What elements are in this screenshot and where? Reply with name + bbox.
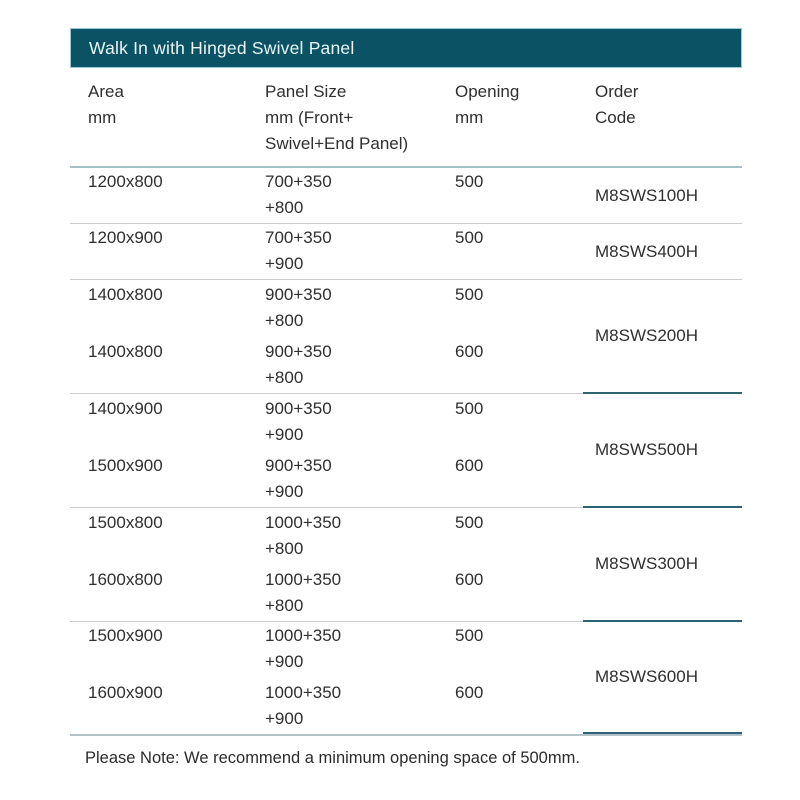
header-order-line1: Order	[595, 82, 639, 101]
area-cell: 1500x800	[88, 512, 163, 532]
panel-size-line2: +800	[265, 367, 304, 387]
opening-cell: 600	[455, 455, 484, 475]
header-panel-size: Panel Size mm (Front+ Swivel+End Panel)	[247, 79, 437, 157]
panel-size-line1: 700+350	[265, 172, 332, 191]
table-row: 1400x900 900+350 +900 500	[70, 396, 583, 448]
panel-size-line1: 900+350	[265, 284, 332, 304]
header-opening-line2: mm	[455, 108, 484, 127]
order-code-cell: M8SWS100H	[595, 185, 698, 205]
header-area: Area mm	[70, 79, 247, 157]
group-rows: 1400x800 900+350 +800 500 1400x800 900+3…	[70, 280, 583, 394]
panel-size-line1: 1000+350	[265, 512, 342, 532]
area-cell: 1400x800	[88, 341, 163, 361]
group-rows: 1400x900 900+350 +900 500 1500x900 900+3…	[70, 394, 583, 508]
opening-cell: 500	[455, 228, 484, 247]
order-code-cell: M8SWS500H	[583, 394, 742, 508]
panel-size-line2: +800	[265, 310, 304, 330]
panel-size-line2: +900	[265, 709, 304, 728]
header-panel-line3: Swivel+End Panel)	[265, 134, 409, 153]
panel-size-cell: 1000+350 +800	[247, 510, 437, 562]
header-opening-line1: Opening	[455, 82, 520, 101]
header-left-columns: Area mm Panel Size mm (Front+ Swivel+End…	[70, 79, 583, 157]
table-row: 1500x900 900+350 +900 600	[70, 453, 583, 505]
table-header-row: Area mm Panel Size mm (Front+ Swivel+End…	[70, 68, 742, 168]
order-code-cell: M8SWS400H	[595, 241, 698, 261]
panel-size-line1: 1000+350	[265, 626, 342, 645]
area-cell: 1400x800	[88, 284, 163, 304]
table-row-group: 1500x900 1000+350 +900 500 1600x900 1000…	[70, 622, 742, 736]
group-rows: 1200x800 700+350 +800 500	[70, 168, 583, 223]
panel-size-line1: 1000+350	[265, 683, 342, 702]
panel-size-cell: 1000+350 +900	[247, 680, 437, 732]
header-order-line2: Code	[595, 108, 636, 127]
panel-size-cell: 700+350 +800	[247, 169, 437, 221]
panel-size-cell: 900+350 +900	[247, 453, 437, 505]
panel-size-cell: 1000+350 +900	[247, 623, 437, 675]
header-area-line1: Area	[88, 82, 124, 101]
opening-cell: 500	[455, 398, 484, 418]
table-row: 1400x800 900+350 +800 600	[70, 339, 583, 391]
header-panel-line2: mm (Front+	[265, 108, 354, 127]
panel-size-line1: 900+350	[265, 455, 332, 475]
opening-cell: 500	[455, 172, 484, 191]
panel-size-line2: +900	[265, 424, 304, 444]
table-row-group: 1400x900 900+350 +900 500 1500x900 900+3…	[70, 394, 742, 508]
opening-cell: 600	[455, 341, 484, 361]
group-rows: 1500x800 1000+350 +800 500 1600x800 1000…	[70, 508, 583, 622]
table-row-group: 1500x800 1000+350 +800 500 1600x800 1000…	[70, 508, 742, 622]
table-row: 1600x800 1000+350 +800 600	[70, 567, 583, 619]
panel-size-line1: 1000+350	[265, 569, 342, 589]
panel-size-cell: 900+350 +800	[247, 339, 437, 391]
panel-size-cell: 700+350 +900	[247, 225, 437, 277]
area-cell: 1400x900	[88, 398, 163, 418]
panel-size-cell: 900+350 +800	[247, 282, 437, 334]
table-title: Walk In with Hinged Swivel Panel	[89, 37, 355, 58]
panel-size-cell: 900+350 +900	[247, 396, 437, 448]
header-area-line2: mm	[88, 108, 117, 127]
panel-size-line2: +900	[265, 481, 304, 501]
panel-size-line1: 900+350	[265, 398, 332, 418]
area-cell: 1600x800	[88, 569, 163, 589]
panel-size-line2: +800	[265, 198, 304, 217]
header-panel-line1: Panel Size	[265, 82, 347, 101]
opening-cell: 600	[455, 569, 484, 589]
opening-cell: 600	[455, 683, 484, 702]
area-cell: 1600x900	[88, 683, 163, 702]
area-cell: 1500x900	[88, 455, 163, 475]
table-row: 1200x900 700+350 +900 500	[70, 225, 583, 277]
panel-size-line2: +800	[265, 595, 304, 615]
table-row: 1500x900 1000+350 +900 500	[70, 623, 583, 675]
group-rows: 1500x900 1000+350 +900 500 1600x900 1000…	[70, 622, 583, 734]
table-row: 1500x800 1000+350 +800 500	[70, 510, 583, 562]
opening-cell: 500	[455, 284, 484, 304]
table-row: 1400x800 900+350 +800 500	[70, 282, 583, 334]
area-cell: 1200x900	[88, 228, 163, 247]
panel-size-line2: +800	[265, 538, 304, 558]
panel-size-line2: +900	[265, 254, 304, 273]
table-row: 1600x900 1000+350 +900 600	[70, 680, 583, 732]
panel-size-line1: 700+350	[265, 228, 332, 247]
order-code-cell: M8SWS600H	[583, 622, 742, 734]
table-row-group: 1200x900 700+350 +900 500 M8SWS400H	[70, 224, 742, 280]
table-row-group: 1400x800 900+350 +800 500 1400x800 900+3…	[70, 280, 742, 394]
order-code-cell: M8SWS200H	[583, 280, 742, 394]
footer-note: Please Note: We recommend a minimum open…	[85, 749, 580, 767]
table-row: 1200x800 700+350 +800 500	[70, 169, 583, 221]
area-cell: 1500x900	[88, 626, 163, 645]
header-opening: Opening mm	[437, 79, 583, 157]
header-order-code: Order Code	[583, 79, 742, 157]
panel-size-line1: 900+350	[265, 341, 332, 361]
panel-size-cell: 1000+350 +800	[247, 567, 437, 619]
opening-cell: 500	[455, 512, 484, 532]
table-title-bar: Walk In with Hinged Swivel Panel	[70, 28, 742, 68]
spec-sheet: Walk In with Hinged Swivel Panel Area mm…	[70, 28, 742, 768]
group-rows: 1200x900 700+350 +900 500	[70, 224, 583, 279]
table-row-group: 1200x800 700+350 +800 500 M8SWS100H	[70, 168, 742, 224]
order-code-cell: M8SWS300H	[583, 508, 742, 622]
panel-size-line2: +900	[265, 652, 304, 671]
area-cell: 1200x800	[88, 172, 163, 191]
opening-cell: 500	[455, 626, 484, 645]
